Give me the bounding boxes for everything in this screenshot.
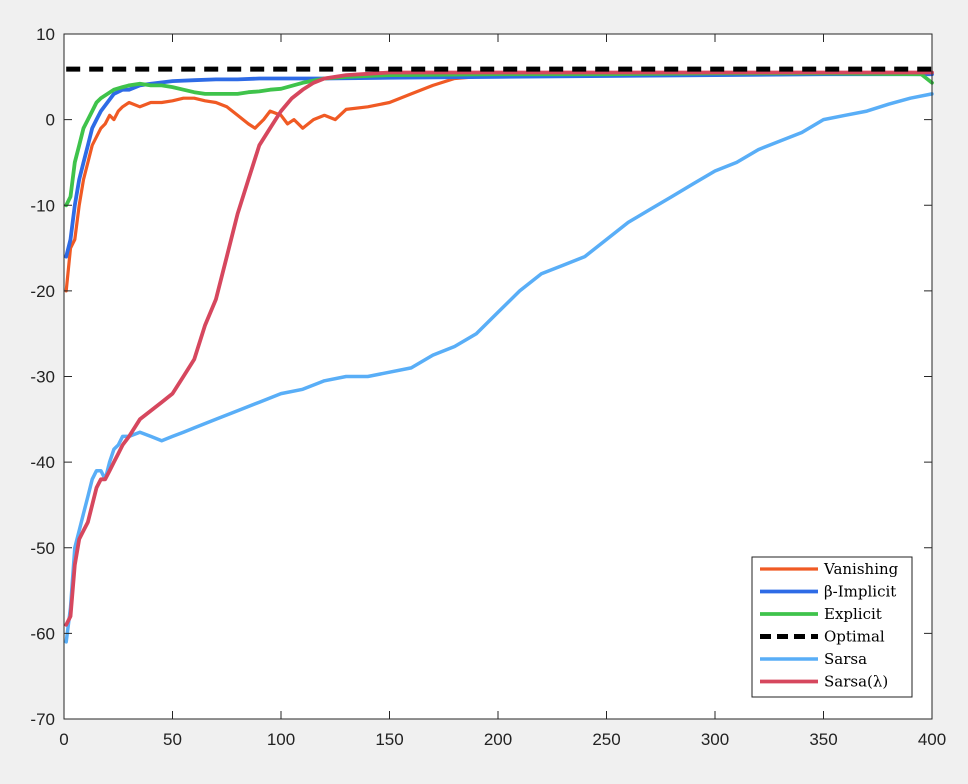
y-tick-label: 10: [36, 25, 55, 44]
x-tick-label: 150: [375, 730, 403, 749]
y-tick-label: -40: [30, 453, 55, 472]
legend-label: Explicit: [824, 605, 882, 623]
legend-label: Optimal: [824, 628, 885, 646]
x-tick-label: 50: [163, 730, 182, 749]
x-tick-label: 300: [701, 730, 729, 749]
legend-label: Vanishing: [823, 560, 899, 578]
x-tick-label: 350: [809, 730, 837, 749]
y-tick-label: -60: [30, 624, 55, 643]
x-tick-label: 200: [484, 730, 512, 749]
y-tick-label: -50: [30, 539, 55, 558]
series-line-5: [64, 70, 934, 627]
x-tick-label: 0: [59, 730, 68, 749]
series-layer: [64, 66, 934, 644]
legend-label: Sarsa(λ): [824, 673, 888, 691]
x-tick-label: 400: [918, 730, 946, 749]
x-tick-label: 250: [592, 730, 620, 749]
y-tick-label: 0: [46, 111, 55, 130]
legend-label: β-Implicit: [824, 583, 896, 601]
y-tick-label: -10: [30, 196, 55, 215]
y-tick-label: -20: [30, 282, 55, 301]
axes-layer: 0 50 100 150 200 250 300 350 400100-10-20-30-40-…: [30, 25, 946, 749]
y-tick-label: -30: [30, 368, 55, 387]
y-tick-label: -70: [30, 710, 55, 729]
legend-label: Sarsa: [824, 650, 867, 668]
legend-box: [751, 556, 913, 698]
x-tick-label: 100: [267, 730, 295, 749]
series-line-0: [64, 70, 934, 293]
legend: Vanishing β-Implicit Explicit Optimal Sarsa S…: [751, 556, 913, 698]
series-line-2: [64, 71, 934, 208]
